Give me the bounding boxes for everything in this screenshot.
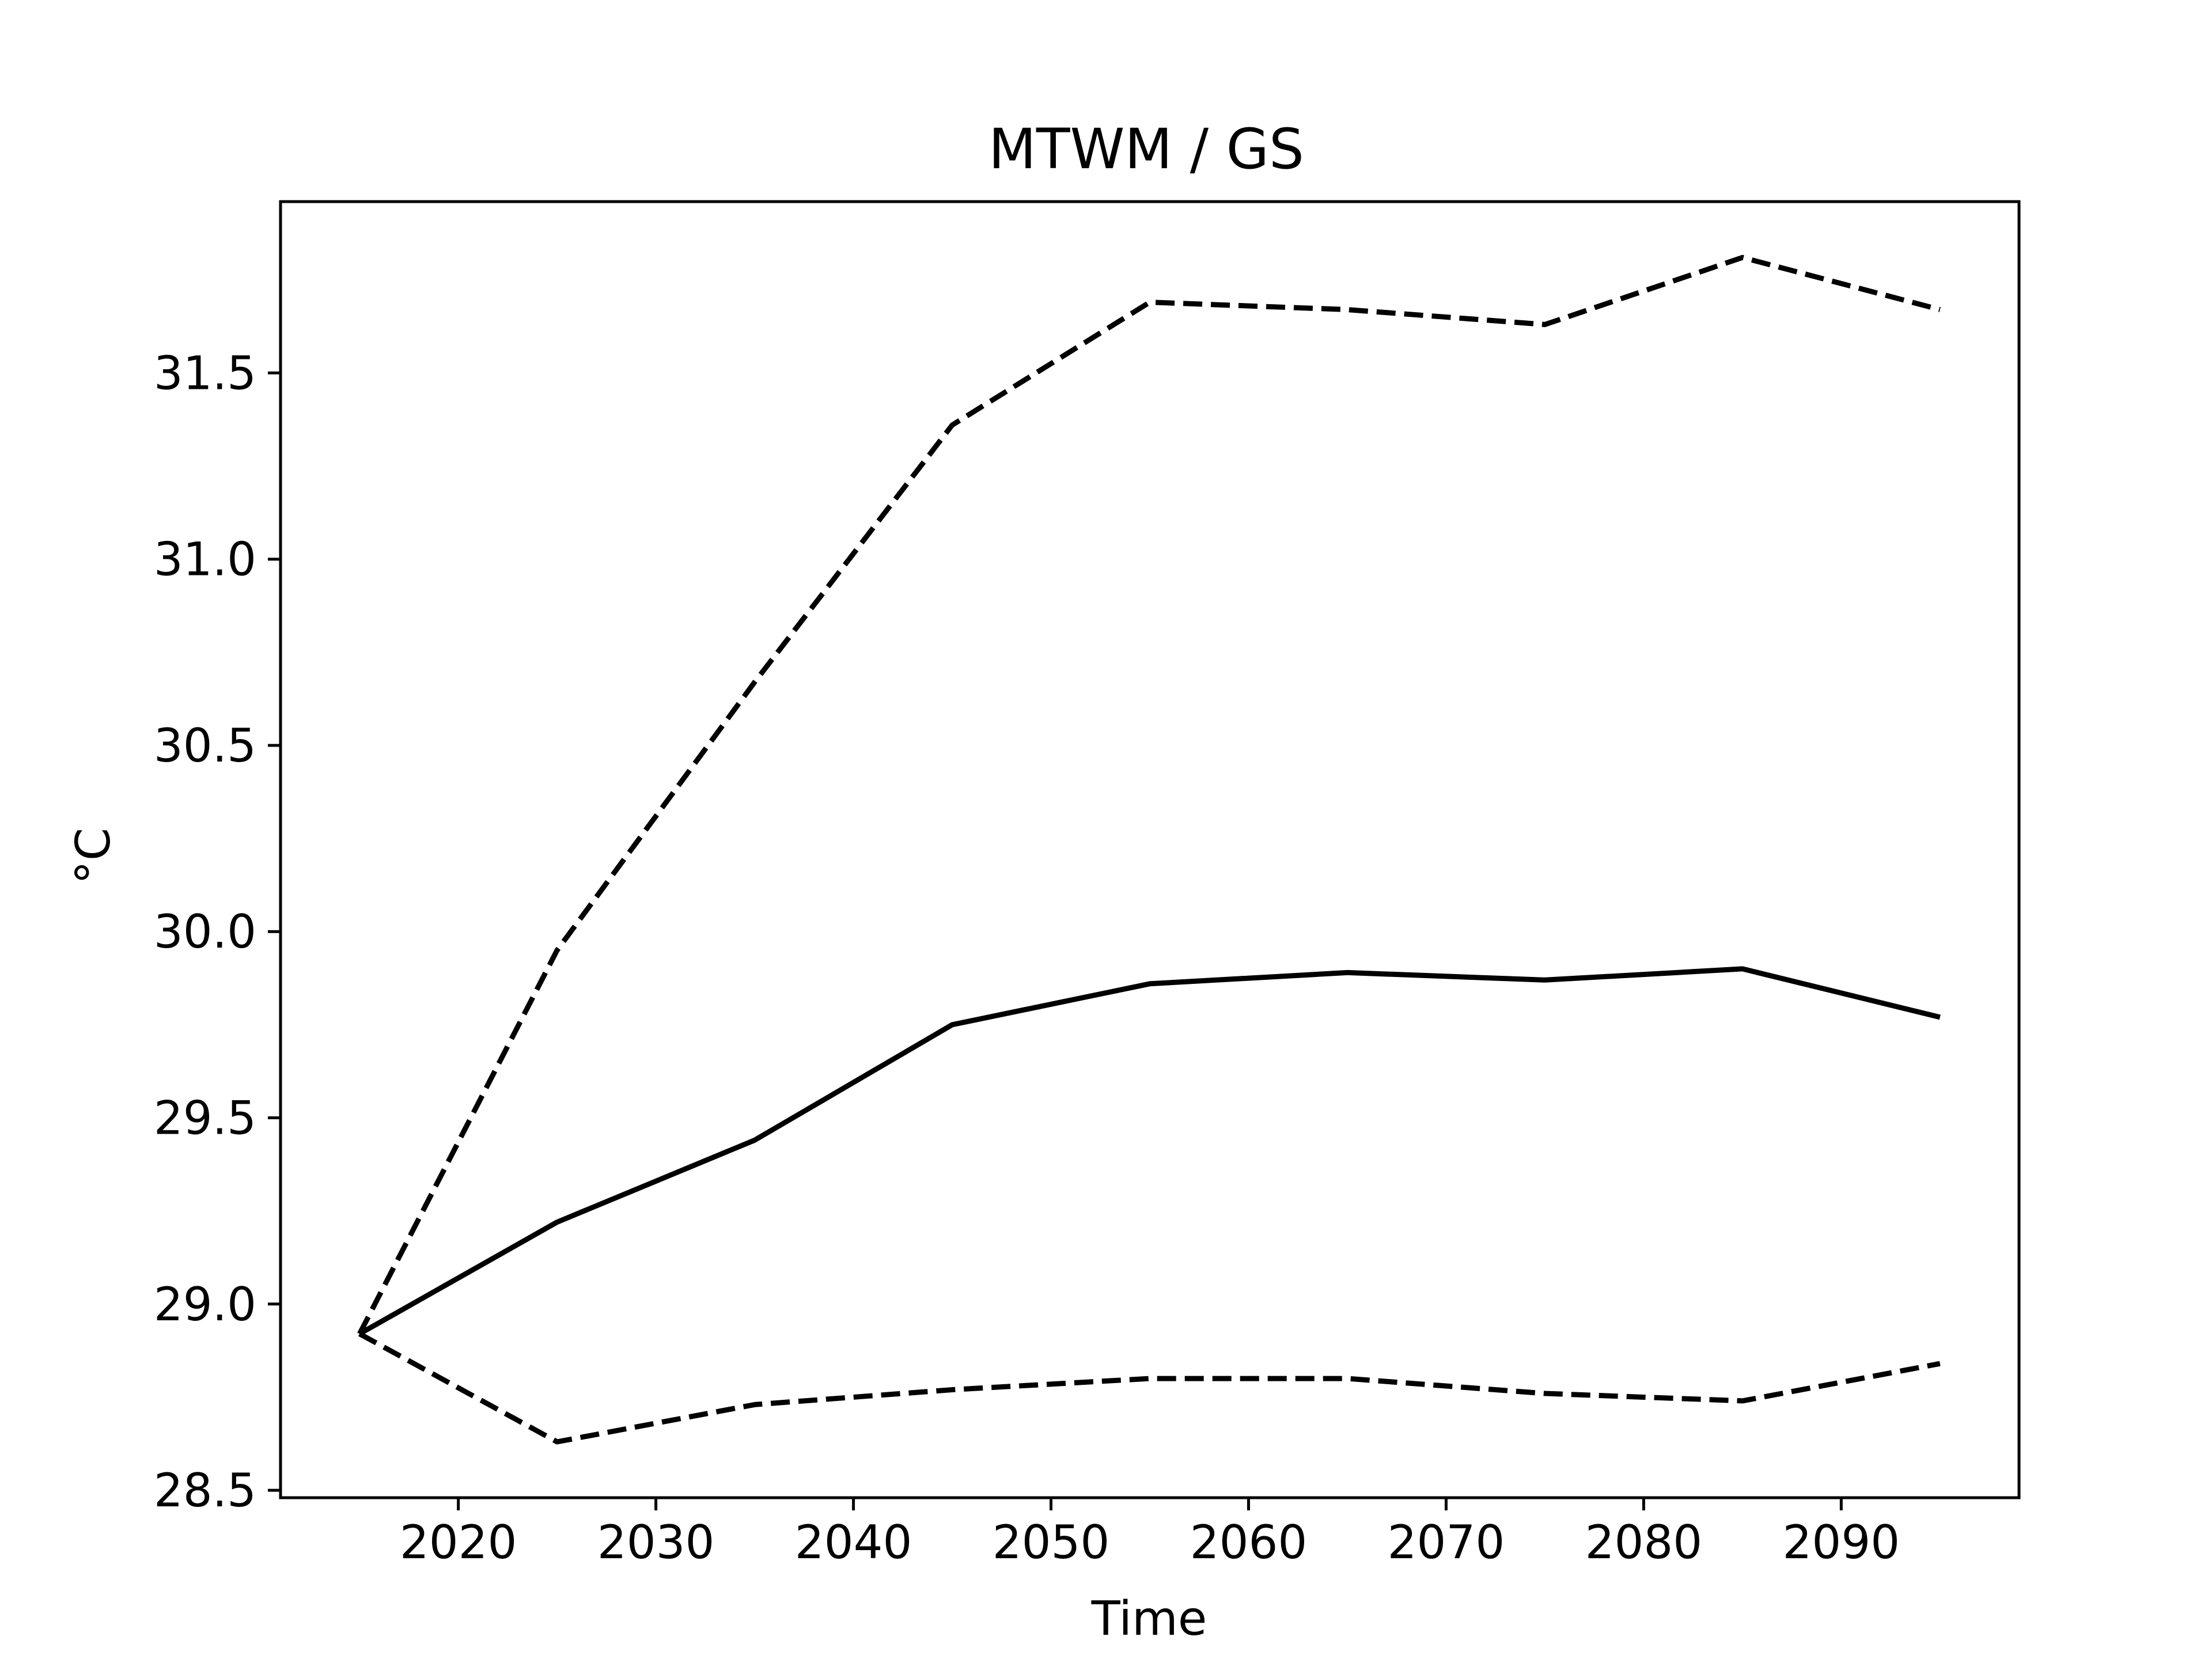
x-tick-label: 2060	[1190, 1516, 1308, 1569]
x-tick-label: 2090	[1783, 1516, 1900, 1569]
x-tick-label: 2030	[597, 1516, 715, 1569]
x-tick-label: 2070	[1388, 1516, 1505, 1569]
x-tick-label: 2020	[400, 1516, 517, 1569]
y-axis: 28.5 29.0 29.5 30.0 30.5 31.0 31.5	[154, 346, 281, 1517]
x-tick-label: 2080	[1585, 1516, 1703, 1569]
y-tick-label: 28.5	[154, 1464, 256, 1517]
x-axis: 2020 2030 2040 2050 2060 2070 2080 2090	[400, 1498, 1900, 1569]
chart-title: MTWM / GS	[988, 117, 1304, 181]
series-line-median-solid-line	[358, 966, 1941, 1336]
y-tick-label: 30.0	[154, 905, 256, 959]
y-tick-label: 29.0	[154, 1278, 256, 1331]
y-tick-label: 29.5	[154, 1092, 256, 1145]
y-axis-title: °C	[66, 828, 121, 884]
series-line-upper-bound-dashed-line	[357, 255, 1941, 1335]
x-axis-title: Time	[1091, 1592, 1207, 1646]
plot-area	[357, 255, 1941, 1445]
series-line-lower-bound-dashed-line	[358, 1331, 1941, 1445]
x-tick-label: 2040	[795, 1516, 912, 1569]
y-tick-label: 30.5	[154, 719, 256, 772]
axes-frame	[279, 200, 2021, 1499]
x-tick-label: 2050	[993, 1516, 1110, 1569]
y-tick-label: 31.5	[154, 346, 256, 400]
y-tick-label: 31.0	[154, 533, 256, 586]
